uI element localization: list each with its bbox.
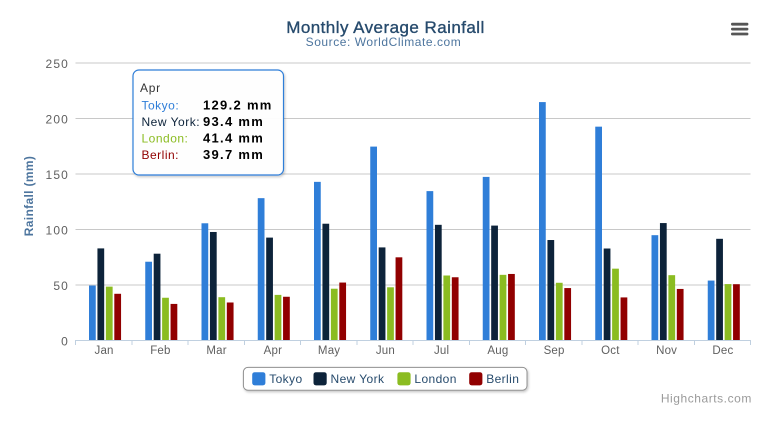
svg-text:129.2 mm: 129.2 mm [203, 98, 273, 113]
svg-text:London: London [414, 372, 456, 386]
svg-text:93.4 mm: 93.4 mm [203, 114, 264, 129]
svg-text:Jul: Jul [434, 345, 449, 357]
svg-text:Jan: Jan [95, 345, 114, 357]
svg-text:50: 50 [53, 279, 69, 293]
svg-text:Rainfall (mm): Rainfall (mm) [22, 156, 36, 237]
svg-text:0: 0 [61, 335, 69, 349]
svg-text:200: 200 [46, 113, 69, 127]
svg-text:Sep: Sep [544, 345, 565, 357]
svg-text:Apr: Apr [140, 81, 161, 95]
svg-text:Nov: Nov [656, 345, 677, 357]
svg-text:Source: WorldClimate.com: Source: WorldClimate.com [306, 35, 462, 49]
svg-text:39.7 mm: 39.7 mm [203, 147, 264, 162]
svg-text:London:: London: [142, 132, 189, 146]
svg-text:Berlin:: Berlin: [142, 148, 180, 162]
svg-text:150: 150 [46, 168, 69, 182]
svg-text:New York:: New York: [142, 115, 201, 129]
svg-text:Monthly Average Rainfall: Monthly Average Rainfall [286, 18, 485, 37]
svg-text:Oct: Oct [601, 345, 620, 357]
svg-text:Highcharts.com: Highcharts.com [661, 392, 752, 406]
svg-text:Jun: Jun [376, 345, 395, 357]
svg-text:Aug: Aug [487, 345, 508, 357]
svg-text:Mar: Mar [206, 345, 226, 357]
svg-text:May: May [318, 345, 340, 357]
svg-text:Tokyo: Tokyo [269, 372, 302, 386]
svg-text:New York: New York [331, 372, 385, 386]
svg-text:Feb: Feb [150, 345, 170, 357]
svg-text:250: 250 [46, 57, 69, 71]
svg-text:Berlin: Berlin [486, 372, 519, 386]
svg-text:Tokyo:: Tokyo: [142, 99, 180, 113]
svg-text:Apr: Apr [264, 345, 283, 357]
svg-text:41.4 mm: 41.4 mm [203, 131, 264, 146]
svg-text:100: 100 [46, 224, 69, 238]
svg-text:Dec: Dec [712, 345, 733, 357]
